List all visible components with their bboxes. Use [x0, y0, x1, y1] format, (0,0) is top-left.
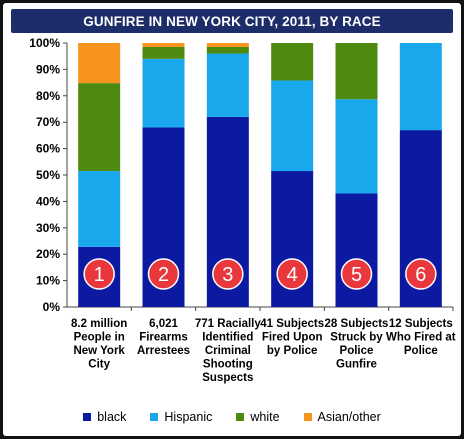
x-category-label: Police [404, 345, 438, 357]
x-category-label: People in [74, 332, 125, 344]
legend-swatch [150, 413, 159, 421]
x-category-label: 771 Racially [195, 318, 261, 330]
bar-segment-white [335, 43, 378, 100]
bar-number-badge [83, 258, 115, 290]
bar-number-label: 1 [94, 264, 105, 286]
bar-segment-asian-other [142, 43, 185, 47]
y-tick-label: 100% [29, 36, 60, 50]
legend-label: Hispanic [164, 410, 213, 424]
bar-segment-hispanic [78, 171, 121, 247]
x-category-label: 28 Subjects [325, 318, 389, 330]
y-tick-label: 80% [36, 89, 60, 103]
bar-segment-white [78, 83, 121, 172]
x-category-label: Arrestees [137, 345, 190, 357]
legend-swatch [83, 413, 92, 421]
legend-item-hispanic: Hispanic [150, 410, 212, 424]
bar-number-badge [405, 258, 437, 290]
legend-item-black: black [83, 410, 126, 424]
legend-label: Asian/other [317, 410, 381, 424]
x-category-label: Suspects [202, 372, 253, 384]
y-tick-label: 40% [36, 194, 60, 208]
x-category-label: New York [73, 345, 125, 357]
chart-frame: GUNFIRE IN NEW YORK CITY, 2011, BY RACE … [3, 3, 461, 436]
legend-item-asian-other: Asian/other [303, 410, 381, 424]
x-category-label: Fired Upon [262, 332, 323, 344]
stacked-bar-chart: 0% 10% 20% 30% 40% 50% 60% 70% 80% 90% 100% 8.2 mil… [29, 36, 456, 384]
x-category-label: Firearms [139, 332, 188, 344]
bar-number-label: 2 [158, 264, 169, 286]
x-category-label: Gunfire [336, 359, 377, 371]
chart-title-bar: GUNFIRE IN NEW YORK CITY, 2011, BY RACE [11, 9, 453, 33]
bar-segment-white [271, 43, 314, 81]
x-category-label: Identified [202, 332, 253, 344]
x-category-label: 8.2 million [71, 318, 127, 330]
bar-number-label: 4 [287, 264, 298, 286]
y-tick-label: 50% [36, 168, 60, 182]
legend-swatch [303, 413, 312, 421]
x-category-label: 12 Subjects [389, 318, 453, 330]
bar-segment-asian-other [78, 43, 121, 84]
chart-title: GUNFIRE IN NEW YORK CITY, 2011, BY RACE [83, 13, 381, 29]
y-tick-label: 90% [36, 62, 60, 76]
legend-item-white: white [236, 410, 280, 424]
bar-segment-black [335, 193, 378, 307]
bar-segment-hispanic [271, 80, 314, 172]
x-category-label: by Police [267, 345, 318, 357]
bar-segment-asian-other [206, 43, 249, 47]
x-category-label: Struck by [330, 332, 383, 344]
bar-segment-hispanic [335, 99, 378, 194]
y-tick-label: 30% [36, 221, 60, 235]
y-tick-label: 60% [36, 142, 60, 156]
legend-label: white [250, 410, 280, 424]
bar-segment-white [142, 46, 185, 59]
y-tick-label: 10% [36, 274, 60, 288]
y-tick-label: 0% [43, 300, 61, 314]
x-category-label: Who Fired at [386, 332, 456, 344]
bar-segment-hispanic [206, 53, 249, 117]
bar-number-badge [276, 258, 308, 290]
legend-label: black [97, 410, 127, 424]
y-tick-label: 70% [36, 115, 60, 129]
x-category-label: 41 Subjects [260, 318, 324, 330]
x-category-label: 6,021 [149, 318, 178, 330]
bar-segment-hispanic [142, 58, 185, 128]
bar-number-badge [340, 258, 373, 290]
x-category-label: Police [340, 345, 374, 357]
x-category-label: Shooting [203, 359, 253, 371]
y-tick-label: 20% [36, 247, 60, 261]
bar-segment-white [206, 46, 249, 54]
x-category-label: City [88, 359, 110, 371]
bar-number-label: 5 [351, 264, 362, 286]
bar-segment-hispanic [399, 43, 442, 131]
bar-number-label: 6 [415, 264, 426, 286]
chart-legend: black Hispanic white Asian/other [3, 410, 461, 424]
x-category-label: Criminal [205, 345, 251, 357]
bar-number-badge [212, 258, 244, 290]
legend-swatch [236, 413, 245, 421]
bar-number-label: 3 [222, 264, 233, 286]
bar-number-badge [147, 258, 180, 290]
